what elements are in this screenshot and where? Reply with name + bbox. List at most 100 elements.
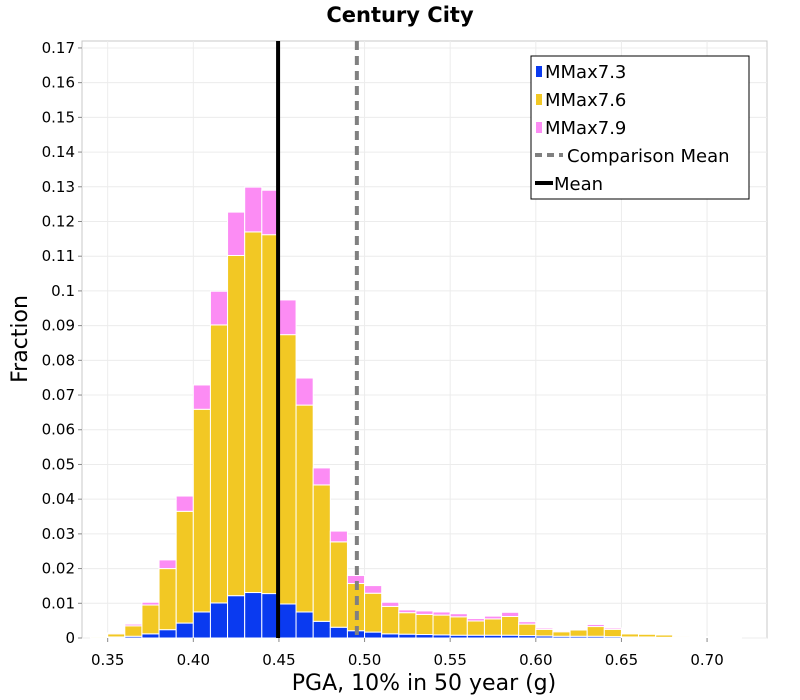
x-tick-label: 0.65 [605,651,638,669]
chart-title: Century City [326,3,474,27]
bar-mmax7-3 [158,629,177,639]
bar-mmax7-6 [466,620,485,636]
bar-mmax7-9 [586,623,605,628]
legend-swatch-mmax73 [536,66,542,77]
x-axis-title: PGA, 10% in 50 year (g) [292,671,556,696]
x-tick-label: 0.50 [348,651,381,669]
bar-mmax7-6 [364,592,383,633]
bar-mmax7-6 [124,625,143,637]
bar-mmax7-9 [432,611,451,616]
legend-swatch-mmax76 [536,94,542,105]
bar-mmax7-3 [192,611,211,639]
bar-mmax7-6 [192,408,211,613]
x-tick-label: 0.55 [433,651,466,669]
bar-mmax7-9 [569,628,588,631]
y-axis-ticks: 0 0.01 0.02 0.03 0.04 0.05 0.06 0.07 0.08 0.09 0.1… [42,39,82,647]
bar-mmax7-6 [141,604,160,635]
bar-mmax7-6 [346,583,366,632]
y-tick-label: 0.13 [42,178,75,196]
bar-mmax7-6 [501,615,520,636]
bar-mmax7-9 [364,585,383,594]
y-tick-label: 0.17 [42,39,75,57]
bar-mmax7-9 [398,609,417,614]
x-tick-label: 0.70 [690,651,723,669]
legend-swatch-mmax79 [536,122,542,133]
bar-mmax7-9 [518,621,537,625]
bar-mmax7-6 [244,231,263,594]
reference-lines [276,41,359,638]
bar-mmax7-6 [415,613,434,636]
bar-mmax7-9 [552,630,571,633]
bar-mmax7-6 [312,484,331,622]
bar-mmax7-9 [638,632,657,635]
bar-mmax7-9 [655,633,674,636]
bar-mmax7-9 [278,299,297,336]
bar-mmax7-6 [535,628,554,637]
y-tick-label: 0.05 [42,455,75,473]
bar-mmax7-6 [569,629,588,637]
legend-label-mmax76: MMax7.6 [545,90,626,111]
bar-mmax7-6 [449,616,468,636]
bar-mmax7-9 [158,559,177,570]
bar-mmax7-6 [432,614,451,636]
bar-mmax7-6 [278,334,297,605]
bar-mmax7-9 [466,618,485,622]
bar-mmax7-9 [175,495,194,512]
bar-mmax7-3 [364,631,383,639]
bar-mmax7-9 [227,211,246,257]
bar-mmax7-9 [107,632,126,635]
bar-mmax7-6 [295,404,314,613]
bar-mmax7-3 [141,633,160,639]
bar-mmax7-6 [329,541,348,628]
bar-mmax7-6 [552,631,571,637]
legend-label-mean: Mean [554,174,603,195]
bar-mmax7-3 [175,622,194,639]
y-tick-label: 0.02 [42,560,75,578]
bar-mmax7-9 [483,615,503,620]
bar-mmax7-6 [518,623,537,637]
bar-mmax7-9 [141,601,160,606]
bar-mmax7-3 [244,592,263,639]
x-tick-label: 0.35 [91,651,124,669]
y-tick-label: 0.15 [42,108,75,126]
bar-mmax7-6 [209,324,229,604]
y-tick-label: 0.1 [51,282,75,300]
bar-mmax7-9 [295,377,314,406]
bar-mmax7-9 [381,601,400,607]
y-tick-label: 0.07 [42,386,75,404]
bar-mmax7-3 [329,626,348,639]
bar-mmax7-3 [381,633,400,639]
y-tick-label: 0.11 [42,247,75,265]
y-tick-label: 0.01 [42,594,75,612]
bar-mmax7-9 [192,384,211,410]
y-axis-title: Fraction [8,295,33,383]
bar-mmax7-9 [312,467,331,486]
bar-mmax7-9 [244,186,263,233]
bar-mmax7-9 [501,611,520,617]
bar-mmax7-9 [124,623,143,627]
bar-mmax7-6 [483,618,503,636]
bar-mmax7-3 [398,633,417,639]
bar-mmax7-3 [312,620,331,639]
legend: MMax7.3 MMax7.6 MMax7.9 Comparison Mean … [530,55,750,200]
y-tick-label: 0.09 [42,317,75,335]
bar-mmax7-9 [603,627,622,630]
bar-mmax7-6 [381,605,400,635]
bar-mmax7-3 [278,603,297,639]
bar-mmax7-9 [620,632,640,635]
bar-mmax7-9 [329,530,348,543]
legend-label-comparison-mean: Comparison Mean [567,146,730,167]
x-tick-label: 0.40 [177,651,210,669]
bar-mmax7-3 [415,634,434,639]
bar-mmax7-6 [398,612,417,635]
bar-mmax7-3 [209,602,229,639]
y-tick-label: 0.12 [42,212,75,230]
bar-mmax7-6 [586,626,605,637]
y-tick-label: 0.08 [42,351,75,369]
legend-label-mmax73: MMax7.3 [545,62,626,83]
y-tick-label: 0.14 [42,143,75,161]
y-tick-label: 0.06 [42,421,75,439]
bar-mmax7-9 [415,610,434,615]
bar-mmax7-3 [227,595,246,639]
